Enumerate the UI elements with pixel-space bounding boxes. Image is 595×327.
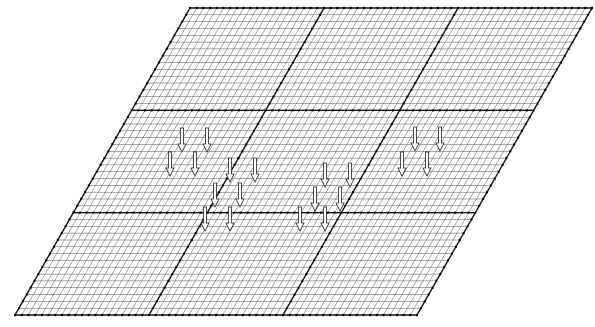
page: (() => { const data = JSON.parse(documen… [0,0,595,327]
fe-mesh-diagram [0,0,595,327]
